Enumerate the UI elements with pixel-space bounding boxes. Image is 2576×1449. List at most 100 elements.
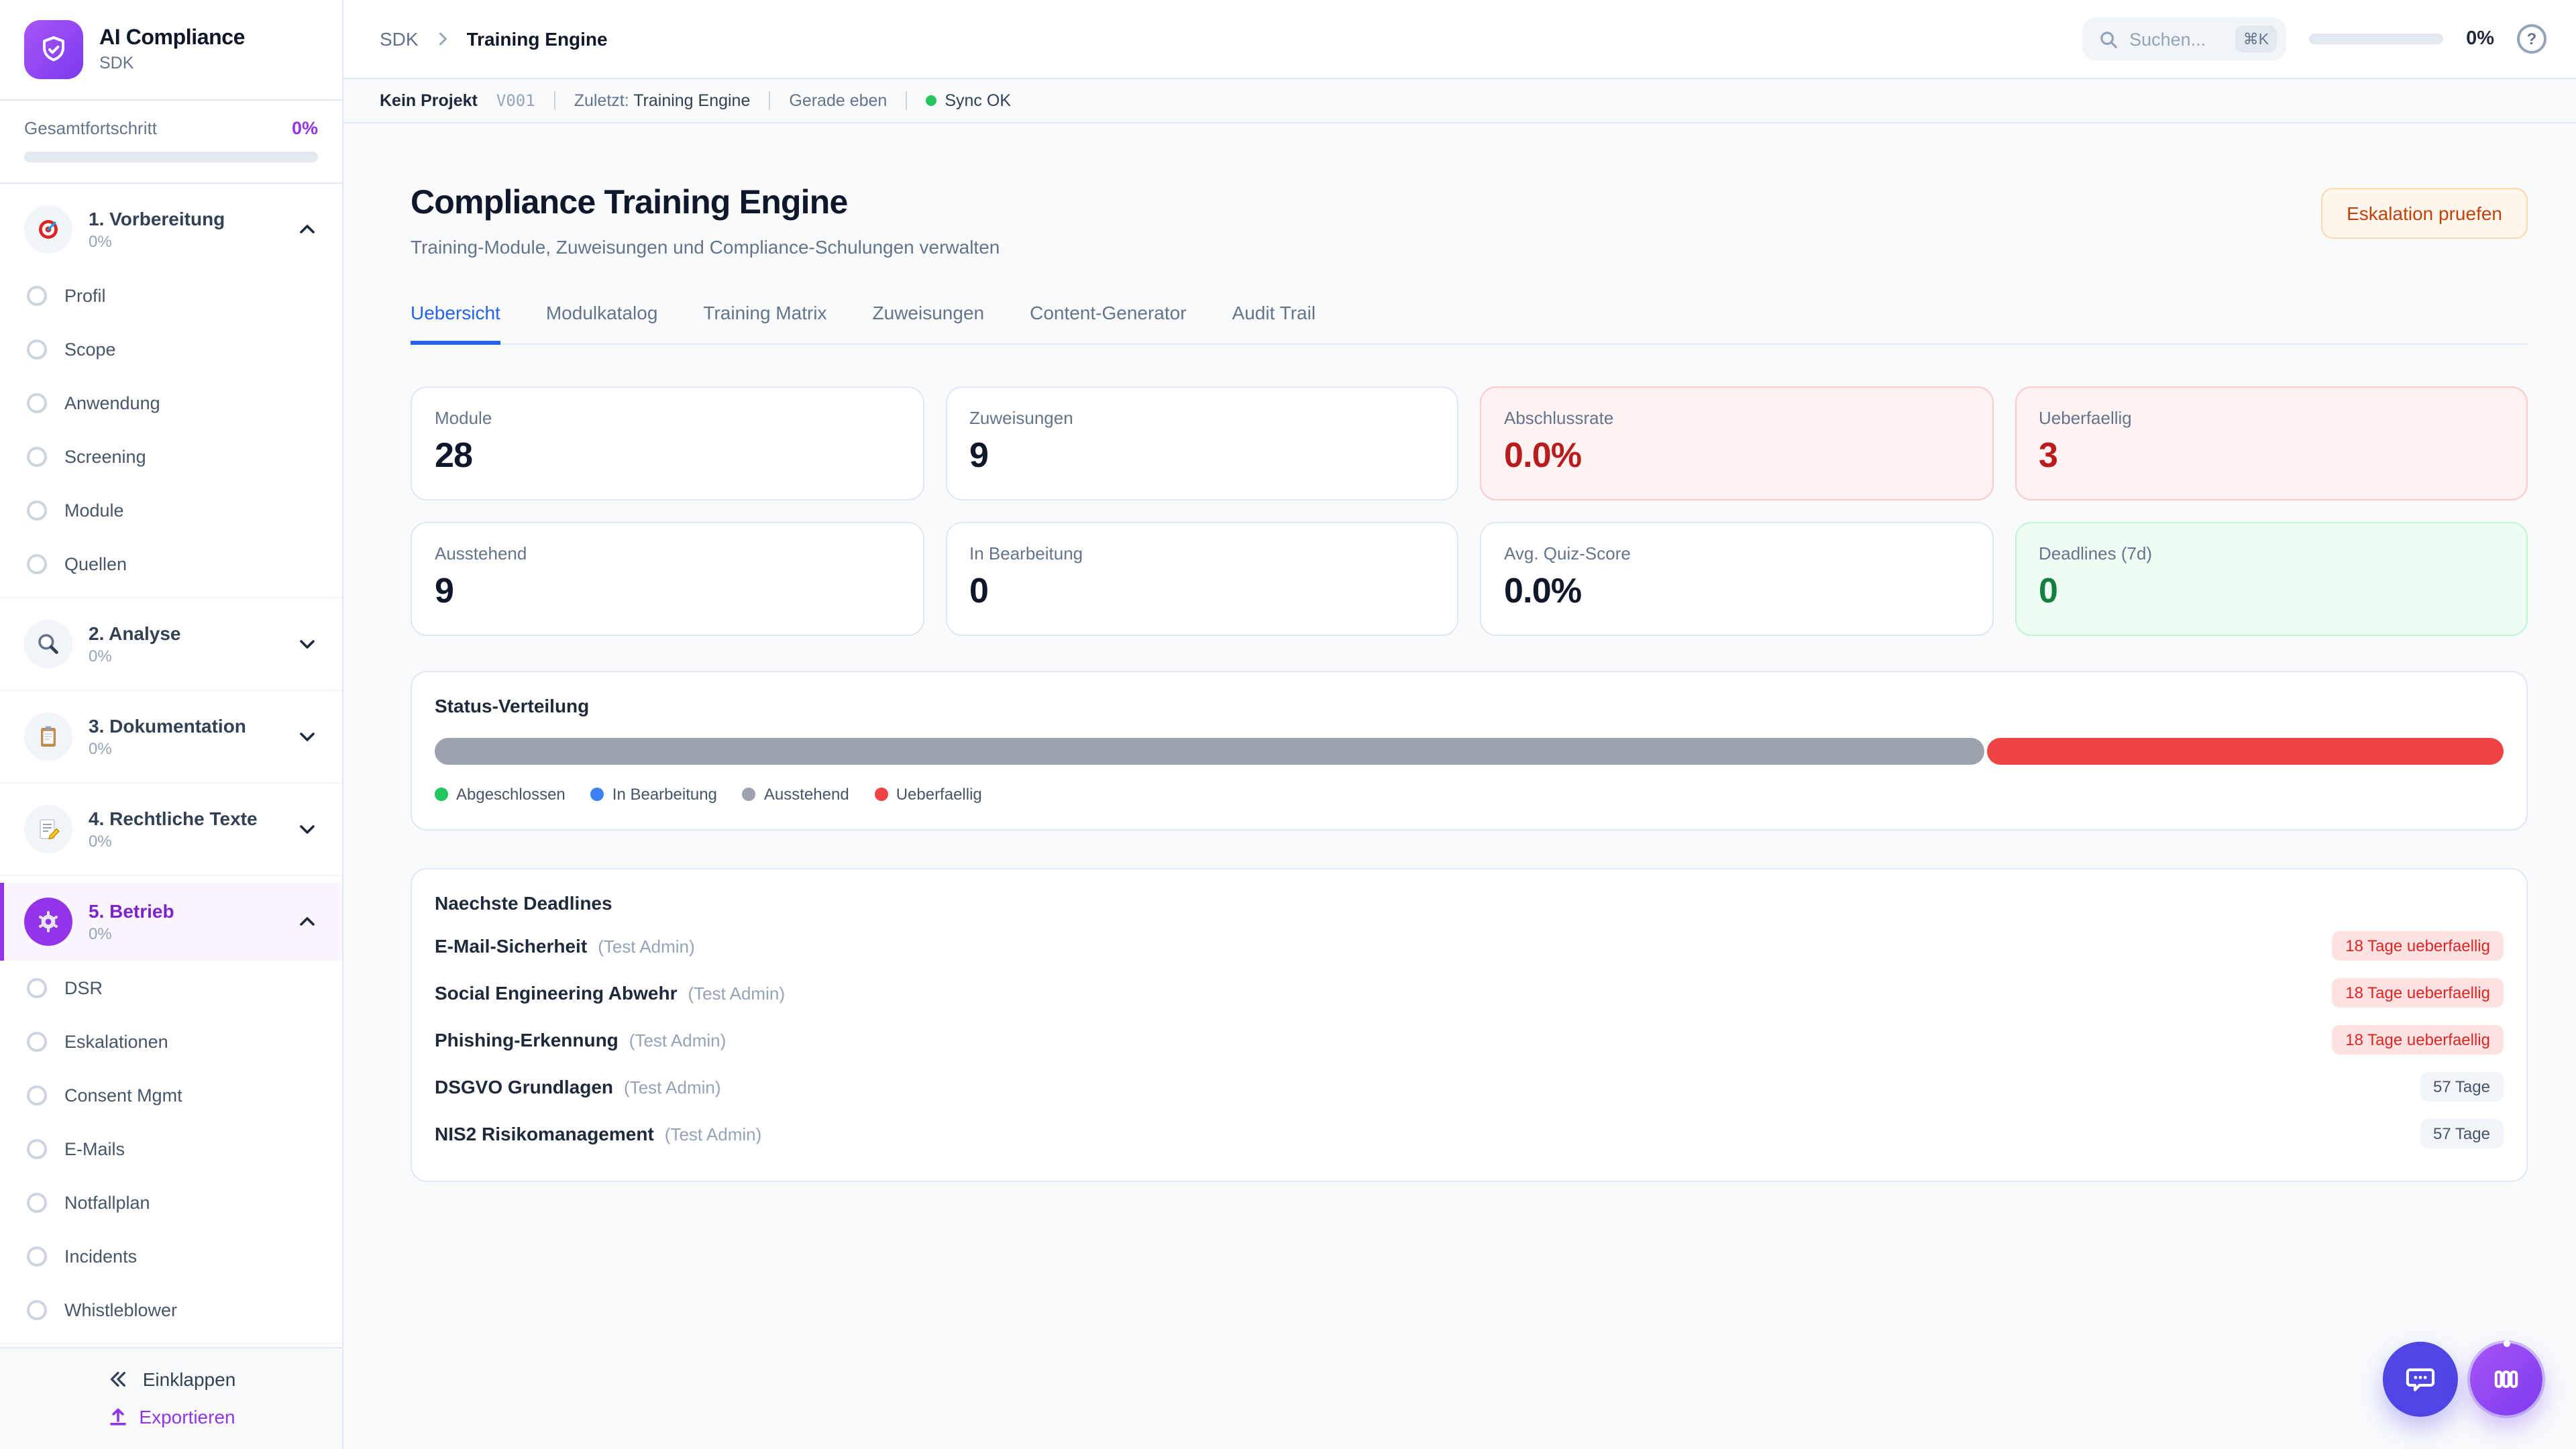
page-subtitle: Training-Module, Zuweisungen und Complia… bbox=[411, 236, 1000, 258]
active-section-indicator bbox=[0, 883, 4, 961]
tab-modulkatalog[interactable]: Modulkatalog bbox=[545, 302, 658, 323]
section-text: 5. Betrieb 0% bbox=[89, 900, 174, 944]
sidebar-item-anwendung[interactable]: Anwendung bbox=[0, 376, 342, 429]
sidebar-header: AI Compliance SDK bbox=[0, 0, 342, 101]
legend-dot bbox=[874, 788, 888, 801]
section-text: 1. Vorbereitung 0% bbox=[89, 208, 225, 252]
deadline-badge: 18 Tage ueberfaellig bbox=[2332, 1025, 2504, 1055]
deadline-row: NIS2 Risikomanagement (Test Admin) 57 Tage bbox=[435, 1119, 2504, 1148]
sidebar-item-whistleblower[interactable]: Whistleblower bbox=[0, 1283, 342, 1336]
tab-bar: Uebersicht Modulkatalog Training Matrix Zuw… bbox=[411, 302, 2528, 345]
stat-label: Avg. Quiz-Score bbox=[1504, 543, 1631, 564]
sidebar-section-group: 1. Vorbereitung 0% Profil Scope Anwendung Scr… bbox=[0, 184, 342, 598]
status-circle-icon bbox=[27, 1299, 47, 1320]
status-distribution-title: Status-Verteilung bbox=[435, 695, 590, 716]
deadlines-list: E-Mail-Sicherheit (Test Admin) 18 Tage ueb… bbox=[435, 931, 2504, 1148]
legend-label: Ausstehend bbox=[763, 785, 849, 804]
overall-progress-value: 0% bbox=[291, 118, 318, 138]
sidebar-item-label: Scope bbox=[64, 339, 116, 359]
sidebar-section-4-rechtliche-texte[interactable]: 4. Rechtliche Texte 0% bbox=[0, 790, 342, 868]
stat-label: In Bearbeitung bbox=[969, 543, 1083, 564]
chevron-down-icon bbox=[297, 726, 318, 747]
columns-icon bbox=[2494, 1371, 2518, 1388]
app-subtitle: SDK bbox=[99, 54, 134, 72]
sidebar-item-label: DSR bbox=[64, 977, 103, 998]
sidebar-section-group: 3. Dokumentation 0% bbox=[0, 691, 342, 784]
breadcrumb-root[interactable]: SDK bbox=[380, 28, 419, 50]
sidebar-item-label: Consent Mgmt bbox=[64, 1085, 182, 1105]
sidebar-item-eskalationen[interactable]: Eskalationen bbox=[0, 1014, 342, 1068]
collapse-sidebar-button[interactable]: Einklappen bbox=[107, 1368, 235, 1390]
stat-card-ausstehend: Ausstehend 9 bbox=[411, 522, 924, 636]
stat-card-ueberfaellig: Ueberfaellig 3 bbox=[2015, 386, 2528, 500]
page-header-text: Compliance Training Engine Training-Modu… bbox=[411, 184, 1000, 258]
sidebar-item-incidents[interactable]: Incidents bbox=[0, 1229, 342, 1283]
legend-item-ausstehend: Ausstehend bbox=[742, 785, 849, 804]
search-placeholder: Suchen... bbox=[2129, 29, 2206, 49]
search-input[interactable]: Suchen... ⌘K bbox=[2082, 17, 2287, 60]
breadcrumb-current: Training Engine bbox=[466, 28, 608, 50]
sidebar-section-group: 4. Rechtliche Texte 0% bbox=[0, 784, 342, 876]
section-progress: 0% bbox=[89, 739, 112, 759]
section-progress: 0% bbox=[89, 647, 112, 666]
tab-training-matrix[interactable]: Training Matrix bbox=[703, 302, 827, 323]
status-circle-icon bbox=[27, 977, 47, 998]
sidebar-section-2-analyse[interactable]: 2. Analyse 0% bbox=[0, 605, 342, 683]
sync-status-dot bbox=[926, 95, 937, 106]
panels-button[interactable] bbox=[2470, 1340, 2542, 1415]
tab-zuweisungen[interactable]: Zuweisungen bbox=[872, 302, 985, 323]
deadline-row: DSGVO Grundlagen (Test Admin) 57 Tage bbox=[435, 1072, 2504, 1102]
sidebar-item-label: Quellen bbox=[64, 553, 127, 574]
sidebar-item-consent-mgmt[interactable]: Consent Mgmt bbox=[0, 1068, 342, 1122]
chevron-down-icon bbox=[297, 633, 318, 655]
header-progress-value: 0% bbox=[2466, 28, 2494, 50]
check-escalation-button[interactable]: Eskalation pruefen bbox=[2321, 188, 2528, 239]
shield-check-icon bbox=[43, 36, 64, 62]
memo-icon bbox=[24, 805, 72, 853]
chat-button[interactable] bbox=[2383, 1342, 2458, 1417]
target-icon bbox=[24, 205, 72, 254]
chevron-down-icon bbox=[297, 818, 318, 840]
export-button[interactable]: Exportieren bbox=[107, 1406, 235, 1428]
sidebar-item-notfallplan[interactable]: Notfallplan bbox=[0, 1175, 342, 1229]
sidebar-nav: 1. Vorbereitung 0% Profil Scope Anwendung Scr… bbox=[0, 184, 342, 1347]
sidebar-item-scope[interactable]: Scope bbox=[0, 322, 342, 376]
deadline-badge: 18 Tage ueberfaellig bbox=[2332, 978, 2504, 1008]
section-progress: 0% bbox=[89, 924, 112, 944]
status-circle-icon bbox=[27, 339, 47, 359]
deadline-badge: 18 Tage ueberfaellig bbox=[2332, 931, 2504, 961]
deadline-module-name: NIS2 Risikomanagement bbox=[435, 1123, 654, 1144]
sidebar-item-screening[interactable]: Screening bbox=[0, 429, 342, 483]
search-icon bbox=[2100, 31, 2117, 48]
sidebar-item-label: Module bbox=[64, 500, 124, 520]
chevron-up-icon bbox=[297, 219, 318, 240]
sidebar-item-dsr[interactable]: DSR bbox=[0, 961, 342, 1014]
breadcrumb: SDK Training Engine bbox=[380, 28, 608, 50]
section-progress: 0% bbox=[89, 232, 112, 252]
stat-value: 9 bbox=[969, 435, 989, 475]
legend-item-in-bearbeitung: In Bearbeitung bbox=[590, 785, 717, 804]
sidebar-item-e-mails[interactable]: E-Mails bbox=[0, 1122, 342, 1175]
sidebar-section-3-dokumentation[interactable]: 3. Dokumentation 0% bbox=[0, 698, 342, 775]
page-title: Compliance Training Engine bbox=[411, 184, 848, 221]
tab-content-generator[interactable]: Content-Generator bbox=[1030, 302, 1187, 323]
sync-status-label: Sync OK bbox=[945, 91, 1011, 110]
status-distribution-bar bbox=[435, 738, 2504, 765]
sidebar-item-profil[interactable]: Profil bbox=[0, 268, 342, 322]
sidebar-item-module[interactable]: Module bbox=[0, 483, 342, 537]
export-label: Exportieren bbox=[139, 1406, 235, 1428]
sidebar-item-quellen[interactable]: Quellen bbox=[0, 537, 342, 590]
stat-card-zuweisungen: Zuweisungen 9 bbox=[945, 386, 1458, 500]
legend-dot bbox=[435, 788, 448, 801]
tab-uebersicht[interactable]: Uebersicht bbox=[411, 302, 500, 345]
sidebar-section-1-vorbereitung[interactable]: 1. Vorbereitung 0% bbox=[0, 191, 342, 268]
deadline-assignee: (Test Admin) bbox=[598, 936, 695, 956]
sidebar-section-5-betrieb[interactable]: 5. Betrieb 0% bbox=[0, 883, 342, 961]
legend-item-ueberfaellig: Ueberfaellig bbox=[874, 785, 982, 804]
tab-audit-trail[interactable]: Audit Trail bbox=[1232, 302, 1316, 323]
help-button[interactable]: ? bbox=[2517, 24, 2546, 54]
overall-progress: Gesamtfortschritt 0% bbox=[0, 101, 342, 184]
legend-dot bbox=[742, 788, 756, 801]
distribution-segment-ausstehend bbox=[435, 738, 1984, 765]
